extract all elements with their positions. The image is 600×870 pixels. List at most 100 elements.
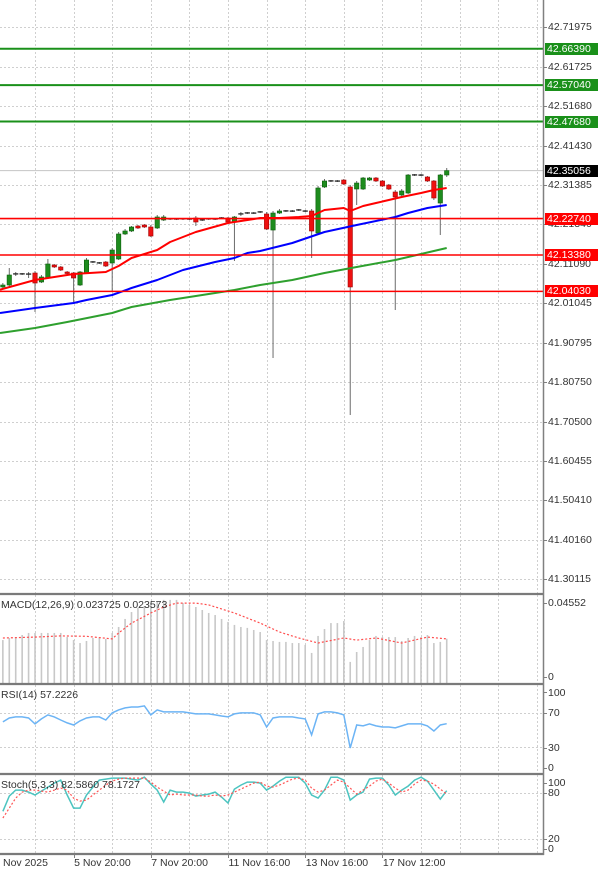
candle [289, 210, 295, 213]
macd-histogram-bar [252, 629, 255, 683]
macd-histogram-bar [104, 638, 107, 683]
stoch-axis-100-label: 100 [548, 777, 566, 789]
macd-histogram-bar [433, 643, 435, 683]
candle-body-bullish [77, 271, 83, 286]
macd-histogram-bar [240, 626, 242, 683]
candle [309, 209, 315, 258]
candle [373, 176, 379, 183]
moving-averages [0, 187, 447, 334]
stoch-k-line [2, 776, 448, 812]
macd-histogram-bar [445, 638, 448, 683]
support-price-label[interactable]: 42.22740 [545, 212, 598, 225]
candle [367, 176, 373, 181]
candle [386, 183, 392, 191]
main-price-chart[interactable] [0, 0, 543, 594]
candle [141, 223, 147, 228]
candle [444, 167, 450, 177]
candle-body-bullish [405, 174, 411, 194]
candle-body-bullish [276, 210, 282, 214]
macd-histogram-bar [162, 599, 165, 683]
macd-histogram-bar [79, 643, 81, 683]
macd-histogram-bar [278, 641, 281, 683]
candle-body-bullish [122, 230, 128, 235]
resistance-price-label[interactable]: 42.57040 [545, 79, 598, 92]
macd-histogram-bar [21, 635, 23, 683]
macd-histogram-bar [317, 635, 319, 683]
price-tick-label: 42.31385 [548, 178, 592, 191]
support-price-label[interactable]: 42.13380 [545, 249, 598, 261]
macd-histogram-bar [8, 637, 11, 683]
macd-histogram-bar [72, 640, 75, 683]
price-tick-label: 41.90795 [548, 336, 592, 349]
candle [360, 176, 366, 191]
macd-histogram-bar [439, 641, 442, 683]
candle [302, 210, 308, 213]
candle-body-bearish [51, 264, 57, 268]
macd-histogram-bar [34, 632, 36, 683]
candle-body-bullish [360, 177, 366, 190]
candle [238, 212, 244, 217]
time-axis-label: Nov 2025 [3, 857, 48, 869]
macd-histogram-bar [420, 637, 422, 683]
macd-histogram-bar [246, 627, 249, 683]
macd-histogram-bar [98, 637, 101, 683]
candle-body-bearish [392, 191, 398, 198]
candle [328, 180, 334, 183]
macd-histogram-bar [349, 661, 352, 683]
price-levels [0, 47, 543, 293]
candle-body-bullish [315, 187, 321, 234]
stoch-axis-80-label: 80 [548, 787, 560, 799]
macd-histogram-bar [285, 641, 287, 683]
macd-title: MACD(12,26,9) 0.023725 0.023573 [1, 599, 168, 611]
rsi-title: RSI(14) 57.2226 [1, 689, 79, 701]
candle-body-bullish [321, 180, 327, 188]
price-tick-label: 41.60455 [548, 454, 592, 467]
candle-body-bullish [109, 249, 115, 264]
stoch-plot [2, 776, 448, 819]
candle [58, 266, 64, 271]
macd-histogram-bar [375, 635, 377, 683]
support-price-label[interactable]: 42.04030 [545, 285, 598, 298]
stoch-d-line [2, 777, 448, 819]
rsi-panel[interactable] [0, 685, 543, 774]
rsi-line [2, 705, 447, 749]
candle [334, 180, 340, 183]
macd-plot [2, 599, 448, 683]
resistance-price-label[interactable]: 42.47680 [545, 115, 598, 128]
macd-histogram-bar [381, 637, 384, 683]
candle [392, 190, 398, 311]
candle [264, 212, 270, 231]
macd-histogram-bar [259, 632, 261, 683]
resistance-price-label[interactable]: 42.66390 [545, 42, 598, 55]
candle [244, 212, 250, 214]
macd-histogram-bar [388, 637, 390, 683]
candle [96, 262, 102, 264]
candle [283, 210, 289, 213]
candle [148, 225, 154, 237]
price-tick-label: 42.01045 [548, 297, 592, 309]
candle-body-bearish [386, 184, 392, 190]
candle [122, 229, 128, 236]
price-tick-label: 41.40160 [548, 533, 592, 546]
macd-histogram-bar [291, 643, 294, 683]
macd-histogram-bar [169, 599, 171, 683]
rsi-plot [2, 705, 447, 749]
candlesticks [0, 167, 450, 416]
grid-lines [0, 0, 543, 854]
candle [424, 176, 430, 183]
candle [354, 180, 360, 206]
macd-histogram-bar [66, 637, 68, 683]
stoch-title: Stoch(5,3,3) 82.5860 78.1727 [1, 779, 140, 791]
macd-axis-zero-label: 0 [548, 671, 554, 683]
candle [341, 179, 347, 186]
macd-histogram-bar [330, 623, 332, 683]
moving-average-line [0, 204, 447, 314]
candle [154, 215, 160, 230]
candle-body-bearish [309, 210, 315, 232]
macd-histogram-bar [182, 603, 184, 683]
candle [90, 260, 96, 264]
macd-histogram-bar [14, 637, 17, 683]
candle-body-bearish [103, 261, 109, 267]
macd-histogram-bar [400, 640, 403, 683]
